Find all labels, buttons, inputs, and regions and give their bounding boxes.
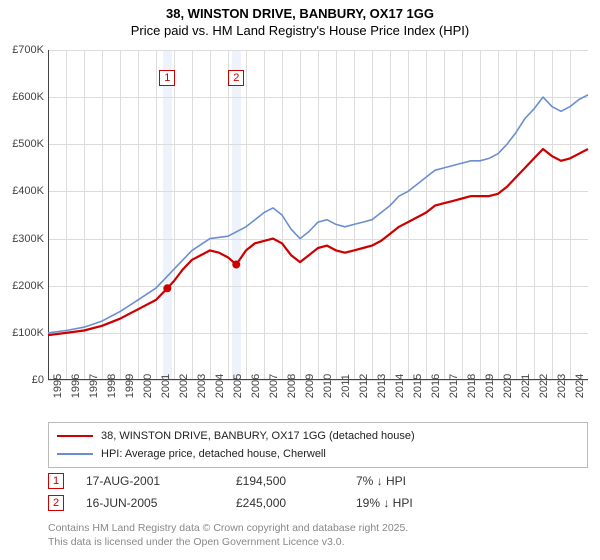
- y-tick-label: £700K: [12, 44, 44, 56]
- x-tick-label: 2016: [430, 374, 442, 398]
- chart-marker-2: 2: [228, 70, 244, 86]
- chart-area: 12 £0£100K£200K£300K£400K£500K£600K£700K…: [48, 50, 588, 380]
- x-tick-label: 2018: [466, 374, 478, 398]
- legend-label: HPI: Average price, detached house, Cher…: [101, 448, 326, 460]
- y-tick-label: £400K: [12, 185, 44, 197]
- sales-price: £194,500: [236, 474, 356, 488]
- x-tick-label: 2024: [574, 374, 586, 398]
- sales-marker-2: 2: [48, 495, 64, 511]
- title-line1: 38, WINSTON DRIVE, BANBURY, OX17 1GG: [0, 6, 600, 21]
- sales-date: 17-AUG-2001: [86, 474, 236, 488]
- sale-point: [232, 261, 240, 269]
- x-tick-label: 2017: [448, 374, 460, 398]
- sales-delta: 7% ↓ HPI: [356, 474, 456, 488]
- x-tick-label: 2019: [484, 374, 496, 398]
- series-svg: [48, 50, 588, 380]
- legend-row: 38, WINSTON DRIVE, BANBURY, OX17 1GG (de…: [57, 427, 579, 445]
- x-tick-label: 2001: [160, 374, 172, 398]
- y-tick-label: £0: [32, 374, 44, 386]
- x-tick-label: 2021: [520, 374, 532, 398]
- footnote: Contains HM Land Registry data © Crown c…: [48, 522, 588, 549]
- footnote-line1: Contains HM Land Registry data © Crown c…: [48, 522, 588, 536]
- x-tick-label: 2006: [250, 374, 262, 398]
- sales-date: 16-JUN-2005: [86, 496, 236, 510]
- legend-row: HPI: Average price, detached house, Cher…: [57, 445, 579, 463]
- sales-price: £245,000: [236, 496, 356, 510]
- chart-marker-1: 1: [159, 70, 175, 86]
- x-tick-label: 2010: [322, 374, 334, 398]
- x-tick-label: 2020: [502, 374, 514, 398]
- x-tick-label: 2011: [340, 374, 352, 398]
- x-tick-label: 1999: [124, 374, 136, 398]
- title-line2: Price paid vs. HM Land Registry's House …: [0, 23, 600, 38]
- x-tick-label: 1996: [70, 374, 82, 398]
- x-tick-label: 2000: [142, 374, 154, 398]
- title-block: 38, WINSTON DRIVE, BANBURY, OX17 1GG Pri…: [0, 0, 600, 38]
- x-tick-label: 2007: [268, 374, 280, 398]
- series-line-hpi: [48, 95, 588, 333]
- x-tick-label: 2015: [412, 374, 424, 398]
- x-tick-label: 1995: [52, 374, 64, 398]
- sale-point: [163, 284, 171, 292]
- x-tick-label: 2008: [286, 374, 298, 398]
- y-tick-label: £200K: [12, 280, 44, 292]
- legend-label: 38, WINSTON DRIVE, BANBURY, OX17 1GG (de…: [101, 430, 415, 442]
- x-tick-label: 2022: [538, 374, 550, 398]
- y-tick-label: £100K: [12, 327, 44, 339]
- x-tick-label: 2002: [178, 374, 190, 398]
- legend-swatch: [57, 453, 93, 455]
- x-tick-label: 2014: [394, 374, 406, 398]
- x-tick-label: 1997: [88, 374, 100, 398]
- x-tick-label: 2004: [214, 374, 226, 398]
- x-tick-label: 2012: [358, 374, 370, 398]
- y-tick-label: £600K: [12, 91, 44, 103]
- y-tick-label: £300K: [12, 233, 44, 245]
- legend: 38, WINSTON DRIVE, BANBURY, OX17 1GG (de…: [48, 422, 588, 468]
- x-tick-label: 2003: [196, 374, 208, 398]
- series-line-price_paid: [48, 149, 588, 335]
- sales-marker-1: 1: [48, 473, 64, 489]
- x-tick-label: 2013: [376, 374, 388, 398]
- sales-row: 1 17-AUG-2001£194,5007% ↓ HPI: [48, 470, 588, 492]
- y-tick-label: £500K: [12, 138, 44, 150]
- legend-swatch: [57, 435, 93, 437]
- chart-container: 38, WINSTON DRIVE, BANBURY, OX17 1GG Pri…: [0, 0, 600, 560]
- sales-delta: 19% ↓ HPI: [356, 496, 456, 510]
- x-tick-label: 2009: [304, 374, 316, 398]
- sales-table: 1 17-AUG-2001£194,5007% ↓ HPI 2 16-JUN-2005…: [48, 470, 588, 514]
- x-tick-label: 2005: [232, 374, 244, 398]
- sales-row: 2 16-JUN-2005£245,00019% ↓ HPI: [48, 492, 588, 514]
- footnote-line2: This data is licensed under the Open Gov…: [48, 536, 588, 550]
- x-tick-label: 2023: [556, 374, 568, 398]
- x-tick-label: 1998: [106, 374, 118, 398]
